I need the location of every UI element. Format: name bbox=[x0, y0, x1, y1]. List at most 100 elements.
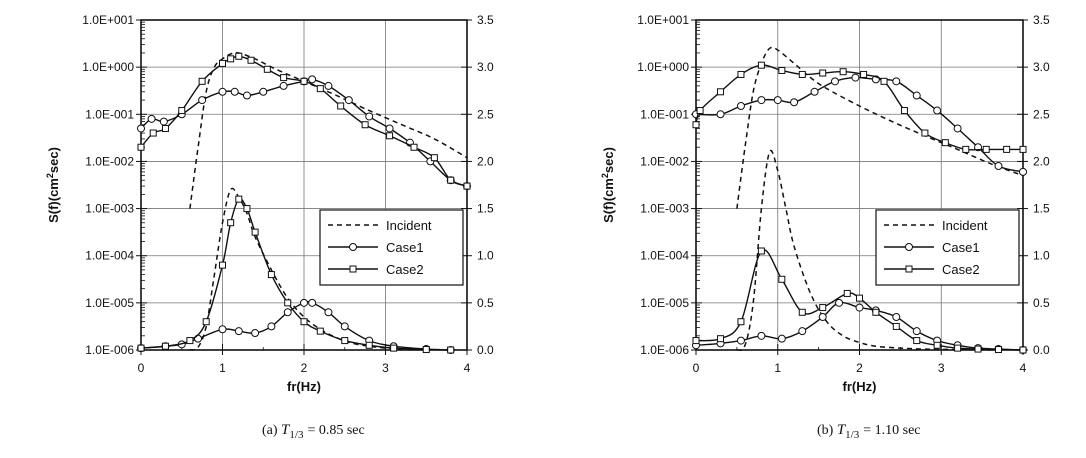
point-log-case2 bbox=[149, 129, 157, 137]
point-linear-case2 bbox=[1019, 346, 1027, 354]
point-log-case1 bbox=[773, 96, 782, 105]
y-tick-label-right: 0.0 bbox=[477, 343, 494, 357]
point-log-case1 bbox=[716, 110, 725, 119]
x-tick-label: 3 bbox=[938, 361, 945, 375]
caption-value: = 1.10 sec bbox=[863, 423, 920, 438]
x-tick-label: 2 bbox=[856, 361, 863, 375]
y-axis-label-sup: 2 bbox=[45, 173, 55, 178]
point-linear-case2 bbox=[913, 337, 921, 345]
caption-label: (a) bbox=[262, 423, 281, 438]
point-log-case1 bbox=[279, 81, 288, 90]
point-log-case1 bbox=[218, 87, 227, 96]
point-log-case2 bbox=[1019, 145, 1027, 153]
point-linear-case2 bbox=[856, 294, 863, 302]
point-log-case2 bbox=[219, 59, 226, 67]
y-axis-label-part: S(f)(cm bbox=[601, 178, 616, 223]
point-log-case2 bbox=[361, 121, 369, 129]
point-linear-case2 bbox=[757, 247, 765, 255]
y-axis-label-sup: 2 bbox=[600, 173, 610, 178]
point-log-case1 bbox=[344, 96, 353, 105]
point-log-case1 bbox=[851, 73, 860, 82]
y-axis-label-left: S(f)(cm2sec) bbox=[600, 147, 616, 223]
point-linear-case2 bbox=[933, 341, 941, 349]
point-log-case1 bbox=[810, 87, 819, 96]
point-log-case1 bbox=[790, 98, 799, 107]
point-log-case2 bbox=[316, 85, 324, 93]
point-linear-case2 bbox=[843, 289, 851, 297]
point-log-case1 bbox=[159, 117, 168, 126]
y-tick-label-right: 1.0 bbox=[477, 249, 494, 263]
y-tick-label-left: 1.0E-004 bbox=[85, 249, 134, 263]
point-log-case1 bbox=[324, 81, 333, 90]
point-log-case1 bbox=[198, 96, 207, 105]
point-log-case1 bbox=[259, 87, 268, 96]
legend: Incident Case1 Case2 bbox=[875, 209, 1020, 286]
point-linear-case2 bbox=[161, 342, 169, 350]
caption-symbol: T bbox=[281, 422, 291, 438]
point-log-case1 bbox=[892, 77, 901, 86]
point-log-case2 bbox=[137, 143, 145, 151]
y-tick-label-right: 3.0 bbox=[477, 60, 494, 74]
y-tick-label-left: 1.0E-006 bbox=[85, 343, 134, 357]
point-log-case2 bbox=[263, 65, 271, 73]
y-tick-label-right: 2.0 bbox=[477, 154, 494, 168]
y-tick-label-right: 1.5 bbox=[477, 202, 494, 216]
point-linear-case2 bbox=[954, 344, 962, 352]
point-linear-case2 bbox=[717, 335, 725, 343]
point-linear-case2 bbox=[137, 344, 145, 352]
y-tick-label-right: 3.5 bbox=[1033, 13, 1050, 27]
point-linear-case2 bbox=[994, 346, 1002, 354]
point-linear-case2 bbox=[243, 205, 251, 213]
point-log-case2 bbox=[247, 56, 255, 64]
caption-symbol: T bbox=[837, 422, 847, 438]
point-log-case2 bbox=[982, 145, 990, 153]
caption-subscript: 1/3 bbox=[289, 429, 304, 441]
series-line-linear-incident bbox=[189, 187, 427, 351]
point-linear-case2 bbox=[300, 318, 308, 326]
y-tick-label-right: 0.0 bbox=[1033, 343, 1050, 357]
point-linear-case1 bbox=[283, 308, 292, 317]
point-log-case1 bbox=[365, 112, 374, 121]
point-log-case1 bbox=[137, 124, 145, 133]
y-tick-label-left: 1.0E-003 bbox=[85, 202, 134, 216]
legend: Incident Case1 Case2 bbox=[319, 209, 464, 286]
y-tick-label-left: 1.0E+000 bbox=[82, 60, 134, 74]
legend-label-case2: Case2 bbox=[386, 262, 424, 277]
point-linear-case1 bbox=[912, 327, 921, 336]
point-log-case2 bbox=[962, 145, 970, 153]
y-tick-label-left: 1.0E-001 bbox=[85, 107, 134, 121]
y-tick-label-left: 1.0E+001 bbox=[82, 13, 134, 27]
panel-caption: (b) T1/3 = 1.10 sec bbox=[817, 422, 921, 441]
legend-box bbox=[319, 209, 464, 286]
point-linear-case1 bbox=[267, 322, 276, 331]
point-linear-case1 bbox=[300, 298, 308, 307]
point-linear-case2 bbox=[692, 337, 700, 345]
y-axis-label-part: sec) bbox=[601, 147, 616, 173]
point-linear-case2 bbox=[227, 219, 235, 227]
point-linear-case2 bbox=[872, 308, 880, 316]
legend-label-case1: Case1 bbox=[386, 240, 424, 255]
point-linear-case2 bbox=[267, 271, 275, 279]
point-linear-case1 bbox=[251, 329, 260, 338]
point-log-case2 bbox=[235, 52, 243, 60]
point-log-case2 bbox=[692, 121, 700, 129]
y-tick-label-left: 1.0E-006 bbox=[640, 343, 689, 357]
y-tick-label-right: 0.5 bbox=[477, 296, 494, 310]
y-tick-label-right: 3.5 bbox=[477, 13, 494, 27]
x-tick-label: 0 bbox=[138, 361, 145, 375]
legend-label-incident: Incident bbox=[942, 218, 988, 233]
y-tick-label-left: 1.0E+001 bbox=[637, 13, 689, 27]
point-log-case2 bbox=[300, 77, 308, 85]
y-tick-label-left: 1.0E-005 bbox=[640, 296, 689, 310]
point-linear-case2 bbox=[798, 308, 806, 316]
point-linear-case2 bbox=[251, 228, 259, 236]
y-tick-label-left: 1.0E-001 bbox=[640, 107, 689, 121]
x-tick-label: 2 bbox=[301, 361, 308, 375]
point-log-case2 bbox=[227, 55, 235, 63]
legend-marker-circle bbox=[349, 243, 357, 251]
point-log-case2 bbox=[778, 66, 786, 74]
point-log-case2 bbox=[921, 129, 929, 137]
y-tick-label-right: 2.0 bbox=[1033, 154, 1050, 168]
y-tick-label-left: 1.0E-002 bbox=[85, 154, 134, 168]
point-linear-case1 bbox=[798, 327, 807, 336]
